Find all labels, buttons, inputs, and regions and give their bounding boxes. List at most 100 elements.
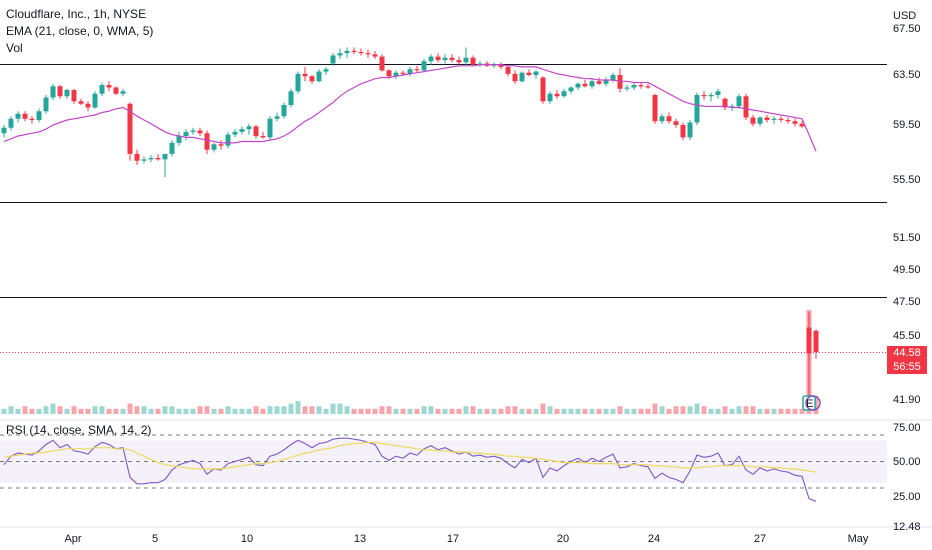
volume-bar: [757, 408, 763, 414]
volume-bar: [267, 406, 273, 414]
volume-bar: [169, 406, 175, 414]
candle-body: [379, 56, 385, 71]
candle-body: [92, 93, 98, 108]
y-tick-label: 41.90: [893, 394, 921, 406]
volume-bar: [288, 403, 294, 414]
volume-bar: [78, 408, 84, 414]
earnings-marker-label: E: [806, 398, 813, 410]
x-tick-label: 5: [152, 533, 158, 545]
candle-body: [428, 56, 434, 62]
volume-bar: [435, 408, 441, 414]
candle-body: [71, 90, 77, 102]
candle-body: [127, 103, 133, 154]
candle-body: [309, 76, 315, 82]
volume-bar: [211, 408, 217, 414]
volume-bar: [519, 408, 525, 414]
volume-bar: [624, 408, 630, 414]
candle-body: [414, 69, 420, 71]
candle-body: [50, 86, 56, 98]
volume-bar: [575, 408, 581, 414]
volume-bar: [463, 406, 469, 414]
volume-bar: [680, 406, 686, 414]
volume-bar: [400, 408, 406, 414]
volume-bar: [29, 408, 35, 414]
x-tick-label: 20: [557, 533, 569, 545]
candle-body: [218, 144, 224, 146]
candle-body: [330, 55, 336, 64]
candle-body: [8, 118, 14, 128]
volume-bar: [64, 408, 70, 414]
currency-label: USD: [893, 10, 917, 22]
y-tick-label: 63.50: [893, 69, 921, 81]
volume-bar: [645, 408, 651, 414]
countdown-tag: 56:55: [887, 359, 927, 374]
volume-bar: [750, 406, 756, 414]
volume-bar: [512, 406, 518, 414]
candle-body: [610, 75, 616, 80]
candle-body: [631, 85, 637, 88]
candle-body: [22, 113, 28, 119]
candle-body: [351, 50, 357, 52]
candle-body: [449, 57, 455, 61]
volume-bar: [498, 408, 504, 414]
candle-body: [792, 121, 798, 124]
volume-bar: [351, 408, 357, 414]
candle-body: [260, 136, 266, 138]
volume-bar: [260, 408, 266, 414]
y-tick-label: 47.50: [893, 296, 921, 308]
volume-bar: [99, 406, 105, 414]
candle-body: [1, 127, 7, 134]
volume-bar: [379, 406, 385, 414]
volume-bar: [57, 406, 63, 414]
candle-body: [162, 153, 168, 160]
candle-body: [190, 130, 196, 132]
volume-bar: [316, 406, 322, 414]
y-tick-label: 51.50: [893, 232, 921, 244]
candle-body: [778, 118, 784, 120]
candle-body: [141, 159, 147, 161]
volume-bar: [470, 406, 476, 414]
rsi-tick-label: 50.00: [893, 456, 921, 468]
volume-bar: [813, 395, 819, 414]
volume-bar: [323, 408, 329, 414]
volume-bar: [764, 408, 770, 414]
volume-bar: [8, 406, 14, 414]
candle-body: [785, 120, 791, 122]
legend-title: Cloudflare, Inc., 1h, NYSE: [6, 7, 147, 21]
candle-body: [148, 158, 154, 160]
candle-body: [736, 96, 742, 107]
volume-bar: [302, 406, 308, 414]
candle-body: [659, 116, 665, 122]
candle-body: [302, 73, 308, 77]
candle-body: [183, 131, 189, 136]
volume-bar: [414, 408, 420, 414]
volume-bar: [127, 403, 133, 414]
candle-body: [78, 101, 84, 104]
candle-body: [715, 91, 721, 95]
volume-bar: [582, 408, 588, 414]
candle-body: [526, 72, 532, 75]
candle-body: [232, 131, 238, 135]
volume-bar: [22, 406, 28, 414]
volume-bar: [225, 406, 231, 414]
volume-bar: [652, 403, 658, 414]
candle-body: [757, 117, 763, 124]
volume-bar: [540, 403, 546, 414]
candle-body: [582, 83, 588, 87]
candle-body: [722, 98, 728, 108]
candle-body: [211, 144, 217, 150]
candle-body: [596, 81, 602, 84]
volume-bar: [113, 408, 119, 414]
candle-body: [442, 57, 448, 61]
volume-bar: [92, 406, 98, 414]
candle-body: [120, 91, 126, 94]
candle-body: [29, 118, 35, 120]
volume-bar: [232, 408, 238, 414]
candle-body: [43, 97, 49, 112]
x-tick-label: 10: [241, 533, 253, 545]
volume-bar: [428, 406, 434, 414]
volume-bar: [253, 406, 259, 414]
candle-body: [519, 72, 525, 82]
volume-bar: [561, 408, 567, 414]
